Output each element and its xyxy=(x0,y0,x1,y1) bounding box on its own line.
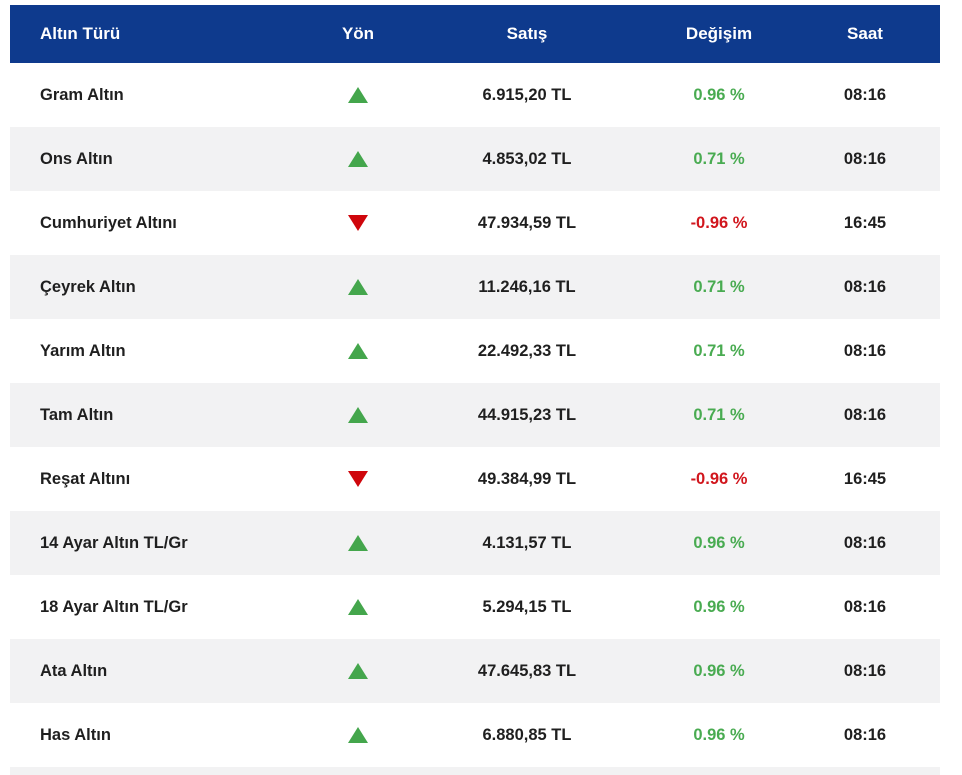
sale-price: 5.294,15 TL xyxy=(482,597,572,616)
change-value: -0.96 % xyxy=(690,213,748,232)
update-time: 08:16 xyxy=(843,277,887,296)
change-value: 0.96 % xyxy=(693,85,745,104)
down-triangle-icon xyxy=(348,215,368,232)
update-time: 08:16 xyxy=(843,405,887,424)
up-triangle-icon xyxy=(348,535,368,552)
change-value: 0.71 % xyxy=(693,405,745,424)
change-value: 0.96 % xyxy=(693,597,745,616)
column-header-time: Saat xyxy=(847,24,883,43)
sale-price: 6.915,20 TL xyxy=(482,85,572,104)
table-row[interactable]: Ons Altın 4.853,02 TL 0.71 % 08:16 xyxy=(10,127,940,191)
gold-type-label: Reşat Altını xyxy=(40,469,131,488)
direction-cell xyxy=(310,406,406,425)
table-row[interactable]: Reşat Altını 49.384,99 TL -0.96 % 16:45 xyxy=(10,447,940,511)
change-value: 0.96 % xyxy=(693,533,745,552)
table-row[interactable]: Çeyrek Altın 11.246,16 TL 0.71 % 08:16 xyxy=(10,255,940,319)
update-time: 08:16 xyxy=(843,85,887,104)
direction-cell xyxy=(310,342,406,361)
change-value: -0.96 % xyxy=(690,469,748,488)
table-row[interactable]: Tam Altın 44.915,23 TL 0.71 % 08:16 xyxy=(10,383,940,447)
column-header-sale: Satış xyxy=(506,24,548,43)
direction-cell xyxy=(310,278,406,297)
gold-type-label: Cumhuriyet Altını xyxy=(40,213,177,232)
sale-price: 49.384,99 TL xyxy=(477,469,577,488)
up-triangle-icon xyxy=(348,87,368,104)
up-triangle-icon xyxy=(348,663,368,680)
change-value: 0.71 % xyxy=(693,277,745,296)
update-time: 08:16 xyxy=(843,597,887,616)
update-time: 16:45 xyxy=(843,213,887,232)
partial-next-row xyxy=(10,767,940,775)
sale-price: 6.880,85 TL xyxy=(482,725,572,744)
direction-cell xyxy=(310,150,406,169)
direction-cell xyxy=(310,86,406,105)
column-header-gold-type: Altın Türü xyxy=(40,24,121,43)
direction-cell xyxy=(310,534,406,553)
up-triangle-icon xyxy=(348,343,368,360)
table-row[interactable]: Ata Altın 47.645,83 TL 0.96 % 08:16 xyxy=(10,639,940,703)
up-triangle-icon xyxy=(348,599,368,616)
table-row[interactable]: 18 Ayar Altın TL/Gr 5.294,15 TL 0.96 % 0… xyxy=(10,575,940,639)
table-header-row: Altın Türü Yön Satış Değişim Saat xyxy=(10,5,940,63)
direction-cell xyxy=(310,470,406,489)
direction-cell xyxy=(310,214,406,233)
sale-price: 22.492,33 TL xyxy=(477,341,577,360)
sale-price: 11.246,16 TL xyxy=(478,277,576,296)
gold-type-label: Ons Altın xyxy=(40,149,113,168)
sale-price: 4.131,57 TL xyxy=(482,533,572,552)
table-row[interactable]: 14 Ayar Altın TL/Gr 4.131,57 TL 0.96 % 0… xyxy=(10,511,940,575)
gold-type-label: 14 Ayar Altın TL/Gr xyxy=(40,533,188,552)
gold-prices-table: Altın Türü Yön Satış Değişim Saat Gram A… xyxy=(10,5,940,775)
sale-price: 47.934,59 TL xyxy=(477,213,577,232)
update-time: 08:16 xyxy=(843,149,887,168)
change-value: 0.71 % xyxy=(693,149,745,168)
update-time: 16:45 xyxy=(843,469,887,488)
direction-cell xyxy=(310,726,406,745)
direction-cell xyxy=(310,598,406,617)
column-header-direction: Yön xyxy=(341,24,375,43)
table-body: Gram Altın 6.915,20 TL 0.96 % 08:16 Ons … xyxy=(10,63,940,767)
table-row[interactable]: Cumhuriyet Altını 47.934,59 TL -0.96 % 1… xyxy=(10,191,940,255)
gold-type-label: Çeyrek Altın xyxy=(40,277,136,296)
update-time: 08:16 xyxy=(843,341,887,360)
up-triangle-icon xyxy=(348,727,368,744)
column-header-change: Değişim xyxy=(685,24,753,43)
direction-cell xyxy=(310,662,406,681)
change-value: 0.71 % xyxy=(693,341,745,360)
up-triangle-icon xyxy=(348,151,368,168)
down-triangle-icon xyxy=(348,471,368,488)
change-value: 0.96 % xyxy=(693,725,745,744)
sale-price: 44.915,23 TL xyxy=(477,405,577,424)
up-triangle-icon xyxy=(348,407,368,424)
sale-price: 47.645,83 TL xyxy=(477,661,577,680)
update-time: 08:16 xyxy=(843,725,887,744)
gold-type-label: 18 Ayar Altın TL/Gr xyxy=(40,597,188,616)
gold-type-label: Tam Altın xyxy=(40,405,114,424)
table-row[interactable]: Has Altın 6.880,85 TL 0.96 % 08:16 xyxy=(10,703,940,767)
change-value: 0.96 % xyxy=(693,661,745,680)
update-time: 08:16 xyxy=(843,661,887,680)
table-row[interactable]: Gram Altın 6.915,20 TL 0.96 % 08:16 xyxy=(10,63,940,127)
gold-type-label: Has Altın xyxy=(40,725,111,744)
up-triangle-icon xyxy=(348,279,368,296)
gold-type-label: Yarım Altın xyxy=(40,341,126,360)
table-row[interactable]: Yarım Altın 22.492,33 TL 0.71 % 08:16 xyxy=(10,319,940,383)
update-time: 08:16 xyxy=(843,533,887,552)
gold-type-label: Gram Altın xyxy=(40,85,124,104)
gold-type-label: Ata Altın xyxy=(40,661,108,680)
sale-price: 4.853,02 TL xyxy=(482,149,572,168)
